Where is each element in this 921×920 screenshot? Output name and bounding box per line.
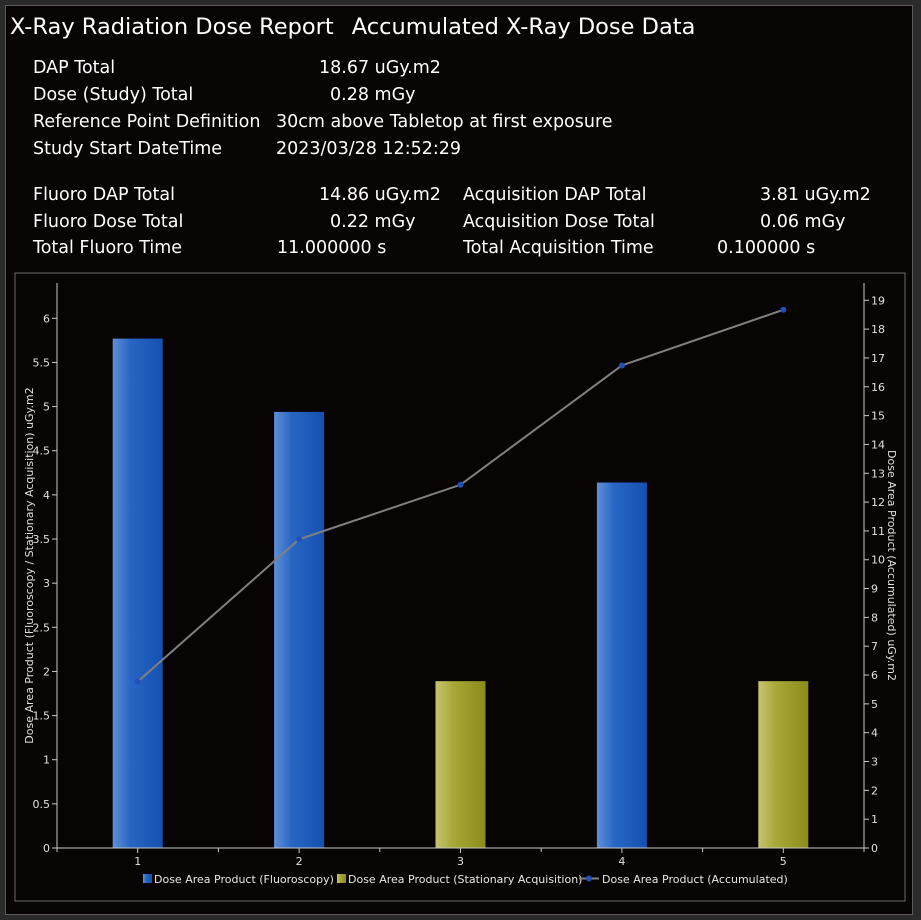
acquisition-dose-total-label: Acquisition Dose Total: [463, 212, 655, 232]
y2-tick-label: 4: [871, 727, 878, 740]
accumulated-point: [296, 536, 303, 543]
y2-tick-label: 1: [871, 813, 878, 826]
report-title: X-Ray Radiation Dose Report: [10, 14, 334, 40]
fluoro-time-total-value: 11.000000 s: [277, 238, 387, 258]
y-tick-label: 6: [43, 312, 50, 325]
y-tick-label: 4: [43, 489, 50, 502]
accumulated-point: [134, 678, 141, 685]
y2-tick-label: 8: [871, 611, 878, 624]
y2-axis-title: Dose Area Product (Accumulated) uGy.m2: [885, 450, 898, 681]
y-tick-label: 1: [43, 754, 50, 767]
y2-tick-label: 6: [871, 669, 878, 682]
x-tick-label: 3: [457, 855, 464, 868]
accumulated-point: [780, 306, 787, 313]
fluoro-dose-total-value: 0.22 mGy: [330, 212, 416, 232]
acquisition-time-total-value: 0.100000 s: [717, 238, 816, 258]
y-tick-label: 2.5: [33, 621, 51, 634]
legend-swatch-fluoroscopy: [143, 874, 152, 883]
x-tick-label: 1: [134, 855, 141, 868]
y2-tick-label: 9: [871, 583, 878, 596]
x-tick-label: 4: [618, 855, 625, 868]
dap-total-value: 18.67 uGy.m2: [319, 58, 441, 78]
legend-label-acquisition: Dose Area Product (Stationary Acquisitio…: [348, 873, 582, 886]
legend-swatch-acquisition: [337, 874, 346, 883]
accumulated-point: [457, 481, 464, 488]
reference-point-value: 30cm above Tabletop at first exposure: [276, 112, 613, 132]
y2-tick-label: 12: [871, 496, 885, 509]
y2-tick-label: 13: [871, 467, 885, 480]
bar-fluoroscopy: [112, 338, 163, 848]
legend-label-accumulated: Dose Area Product (Accumulated): [602, 873, 788, 886]
y-tick-label: 5.5: [33, 356, 51, 369]
acquisition-dap-total-value: 3.81 uGy.m2: [760, 185, 871, 205]
y-tick-label: 2: [43, 665, 50, 678]
y2-tick-label: 2: [871, 784, 878, 797]
bar-fluoroscopy: [596, 482, 647, 848]
y2-tick-label: 17: [871, 352, 885, 365]
y-tick-label: 3.5: [33, 533, 51, 546]
x-tick-label: 2: [296, 855, 303, 868]
acquisition-dap-total-label: Acquisition DAP Total: [463, 185, 647, 205]
acquisition-time-total-label: Total Acquisition Time: [463, 238, 654, 258]
y-tick-label: 3: [43, 577, 50, 590]
y2-tick-label: 15: [871, 410, 885, 423]
y2-tick-label: 3: [871, 756, 878, 769]
y2-tick-label: 19: [871, 294, 885, 307]
bar-fluoroscopy: [274, 411, 325, 848]
report-subtitle: Accumulated X-Ray Dose Data: [351, 14, 696, 40]
y2-tick-label: 0: [871, 842, 878, 855]
fluoro-time-total-label: Total Fluoro Time: [33, 238, 183, 258]
y-axis-title: Dose Area Product (Fluoroscopy / Station…: [23, 387, 36, 743]
y-tick-label: 4.5: [33, 445, 51, 458]
y-tick-label: 0.5: [33, 798, 51, 811]
legend-swatch-accumulated-marker: [586, 875, 592, 882]
accumulated-line: [137, 308, 784, 683]
accumulated-point: [618, 362, 625, 369]
y2-tick-label: 18: [871, 323, 885, 336]
x-tick-label: 5: [780, 855, 787, 868]
y2-tick-label: 11: [871, 525, 885, 538]
study-start-label: Study Start DateTime: [33, 139, 223, 159]
fluoro-dose-total-label: Fluoro Dose Total: [33, 212, 184, 232]
bar-acquisition: [758, 681, 809, 848]
y2-tick-label: 7: [871, 640, 878, 653]
y2-tick-label: 10: [871, 554, 885, 567]
acquisition-dose-total-value: 0.06 mGy: [760, 212, 846, 232]
bar-acquisition: [435, 681, 486, 848]
report-header: X-Ray Radiation Dose Report Accumulated X…: [10, 14, 695, 40]
reference-point-label: Reference Point Definition: [33, 112, 261, 132]
y2-tick-label: 5: [871, 698, 878, 711]
y-tick-label: 0: [43, 842, 50, 855]
y2-tick-label: 14: [871, 438, 885, 451]
chart-border: [14, 272, 906, 902]
study-start-value: 2023/03/28 12:52:29: [276, 139, 462, 159]
dose-study-total-label: Dose (Study) Total: [33, 85, 194, 105]
dose-study-total-value: 0.28 mGy: [330, 85, 416, 105]
y2-tick-label: 16: [871, 381, 885, 394]
y-tick-label: 1.5: [33, 710, 51, 723]
fluoro-dap-total-label: Fluoro DAP Total: [33, 185, 175, 205]
y-tick-label: 5: [43, 401, 50, 414]
legend-label-fluoroscopy: Dose Area Product (Fluoroscopy): [154, 873, 334, 886]
fluoro-dap-total-value: 14.86 uGy.m2: [319, 185, 441, 205]
dap-total-label: DAP Total: [33, 58, 116, 78]
